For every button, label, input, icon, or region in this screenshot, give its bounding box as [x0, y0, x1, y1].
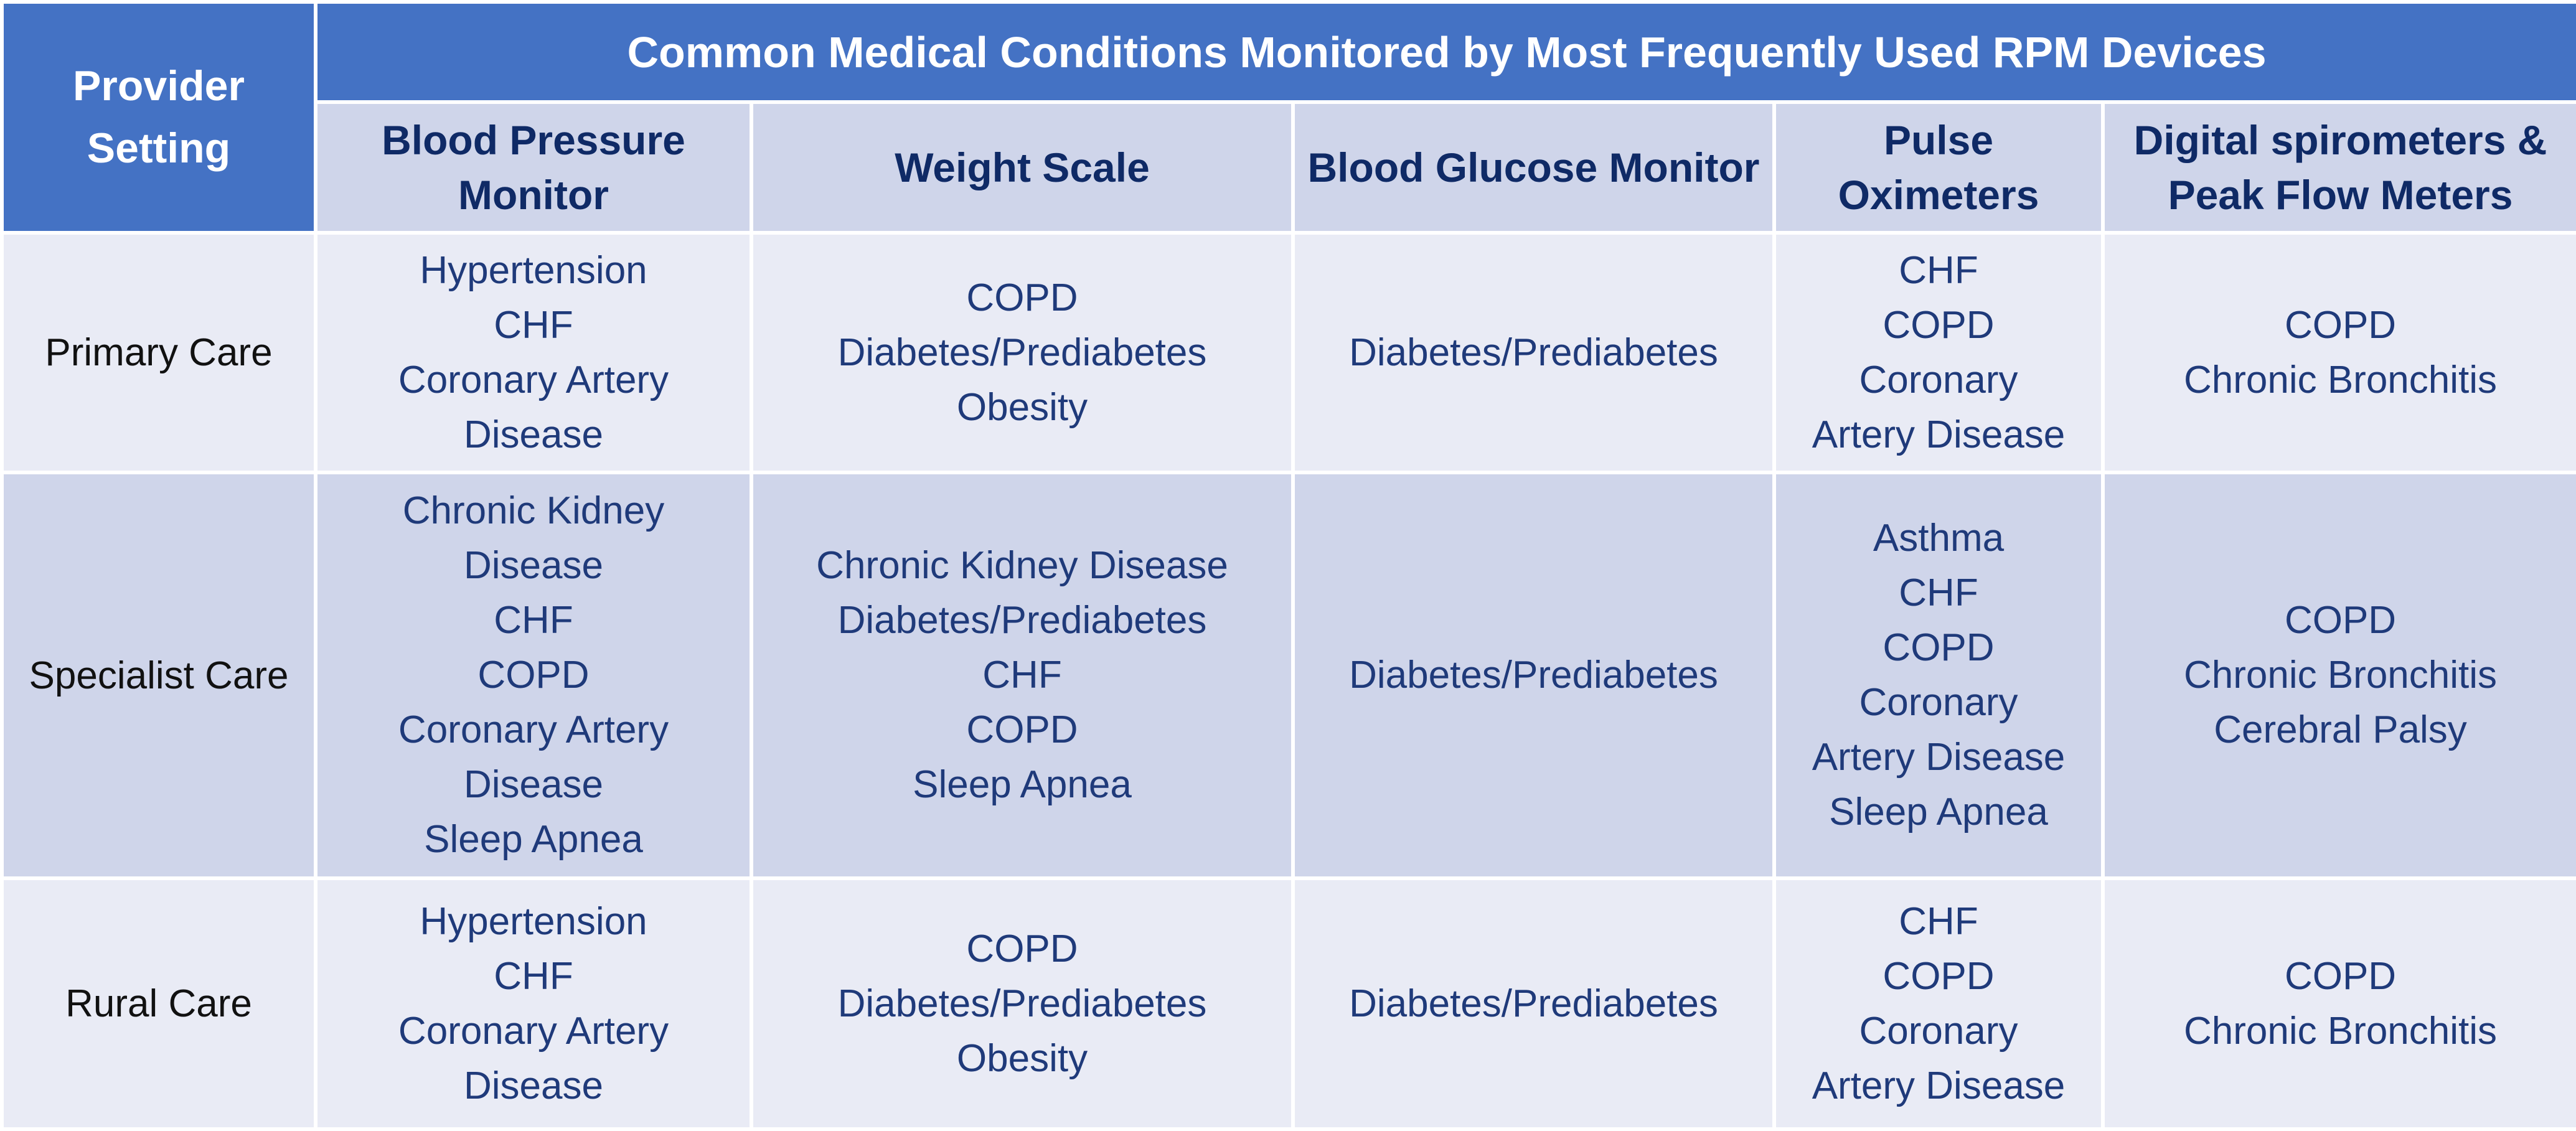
title-row: Provider Setting Common Medical Conditio…	[0, 0, 2576, 235]
condition-line: Coronary	[1859, 681, 2018, 725]
condition-line: Chronic Bronchitis	[2183, 358, 2498, 401]
table-row: Primary Care Hypertension CHF Coronary Arte…	[0, 230, 2576, 475]
table-title: Common Medical Conditions Monitored by M…	[313, 0, 2576, 105]
device-header: Pulse Oximeters	[1772, 100, 2105, 235]
condition-line: COPD	[966, 276, 1078, 319]
condition-line: Diabetes/Prediabetes	[837, 331, 1207, 374]
condition-line: Obesity	[956, 385, 1088, 429]
condition-line: Hypertension	[420, 248, 647, 292]
condition-cell: Asthma CHF COPD Coronary Artery Disease Sleep…	[1772, 471, 2105, 881]
table-row: Specialist Care Chronic Kidney Disease CHF C…	[0, 471, 2576, 881]
device-header-line: Blood Glucose Monitor	[1307, 144, 1760, 190]
condition-line: Obesity	[956, 1036, 1088, 1080]
condition-line: Artery Disease	[1812, 413, 2066, 456]
device-header-line: Blood Pressure	[382, 116, 685, 163]
condition-line: Chronic Kidney Disease	[816, 544, 1228, 588]
provider-setting-cell: Specialist Care	[0, 471, 317, 881]
provider-setting-header: Provider Setting	[0, 0, 317, 235]
condition-line: Hypertension	[420, 899, 647, 943]
device-header-line: Pulse	[1883, 116, 1994, 163]
device-header: Digital spirometers & Peak Flow Meters	[2100, 100, 2576, 235]
condition-line: Asthma	[1873, 517, 2005, 560]
condition-line: COPD	[1883, 954, 1995, 998]
condition-cell: Chronic Kidney Disease CHF COPD Coronary Art…	[314, 471, 753, 881]
condition-line: Coronary Artery	[398, 708, 669, 752]
table-body: Primary Care Hypertension CHF Coronary Arte…	[0, 230, 2576, 1131]
condition-line: Diabetes/Prediabetes	[837, 982, 1207, 1025]
condition-cell: COPD Chronic Bronchitis	[2100, 876, 2576, 1131]
condition-line: Chronic Bronchitis	[2183, 654, 2498, 697]
condition-line: Sleep Apnea	[913, 763, 1132, 807]
condition-cell: Diabetes/Prediabetes	[1291, 230, 1776, 475]
condition-line: COPD	[966, 927, 1078, 970]
device-header: Weight Scale	[750, 100, 1295, 235]
condition-cell: COPD Diabetes/Prediabetes Obesity	[750, 876, 1295, 1131]
condition-cell: Hypertension CHF Coronary Artery Disease	[314, 876, 753, 1131]
condition-cell: CHF COPD Coronary Artery Disease	[1772, 230, 2105, 475]
condition-line: COPD	[2284, 303, 2397, 347]
device-header-line: Weight Scale	[895, 144, 1150, 190]
device-header-line: Monitor	[458, 171, 609, 218]
condition-line: COPD	[2284, 599, 2397, 642]
condition-line: Artery Disease	[1812, 1064, 2066, 1107]
provider-setting-line: Provider	[73, 62, 245, 110]
condition-line: COPD	[477, 654, 590, 697]
provider-setting-cell: Primary Care	[0, 230, 317, 475]
condition-line: Disease	[464, 763, 603, 807]
device-header-line: Peak Flow Meters	[2168, 171, 2513, 218]
condition-line: CHF	[982, 654, 1062, 697]
condition-cell: Chronic Kidney Disease Diabetes/Prediabet…	[750, 471, 1295, 881]
condition-line: CHF	[494, 954, 573, 998]
table-row: Rural Care Hypertension CHF Coronary Artery…	[0, 876, 2576, 1131]
condition-line: Disease	[464, 413, 603, 456]
condition-cell: COPD Chronic Bronchitis Cerebral Palsy	[2100, 471, 2576, 881]
condition-line: CHF	[494, 303, 573, 347]
condition-line: Sleep Apnea	[424, 818, 643, 861]
condition-line: COPD	[2284, 954, 2397, 998]
condition-line: Chronic Bronchitis	[2183, 1009, 2498, 1053]
condition-line: COPD	[1883, 303, 1995, 347]
condition-line: Diabetes/Prediabetes	[1349, 982, 1718, 1025]
provider-setting-line: Setting	[87, 124, 231, 172]
condition-line: Coronary	[1859, 1009, 2018, 1053]
condition-cell: Diabetes/Prediabetes	[1291, 876, 1776, 1131]
condition-line: CHF	[1899, 248, 1978, 292]
condition-cell: COPD Chronic Bronchitis	[2100, 230, 2576, 475]
condition-line: Cerebral Palsy	[2214, 708, 2467, 752]
condition-line: Diabetes/Prediabetes	[837, 599, 1207, 642]
condition-line: Diabetes/Prediabetes	[1349, 654, 1718, 697]
condition-line: CHF	[1899, 571, 1978, 615]
condition-line: COPD	[1883, 626, 1995, 670]
condition-line: Disease	[464, 544, 603, 588]
condition-cell: Hypertension CHF Coronary Artery Disease	[314, 230, 753, 475]
condition-line: CHF	[1899, 899, 1978, 943]
condition-cell: CHF COPD Coronary Artery Disease	[1772, 876, 2105, 1131]
condition-line: Disease	[464, 1064, 603, 1107]
condition-cell: Diabetes/Prediabetes	[1291, 471, 1776, 881]
condition-line: Sleep Apnea	[1829, 791, 2048, 834]
device-header-line: Oximeters	[1838, 171, 2039, 218]
condition-line: Chronic Kidney	[402, 489, 665, 533]
condition-line: Artery Disease	[1812, 736, 2066, 779]
device-header: Blood Glucose Monitor	[1291, 100, 1776, 235]
condition-line: CHF	[494, 599, 573, 642]
device-header-line: Digital spirometers &	[2133, 116, 2547, 163]
provider-setting-cell: Rural Care	[0, 876, 317, 1131]
condition-cell: COPD Diabetes/Prediabetes Obesity	[750, 230, 1295, 475]
device-header: Blood Pressure Monitor	[314, 100, 753, 235]
condition-line: Coronary Artery	[398, 1009, 669, 1053]
condition-line: Coronary Artery	[398, 358, 669, 401]
condition-line: Coronary	[1859, 358, 2018, 401]
condition-line: COPD	[966, 708, 1078, 752]
condition-line: Diabetes/Prediabetes	[1349, 331, 1718, 374]
device-header-row: Blood Pressure Monitor Weight Scale Blood G…	[2, 100, 2576, 235]
